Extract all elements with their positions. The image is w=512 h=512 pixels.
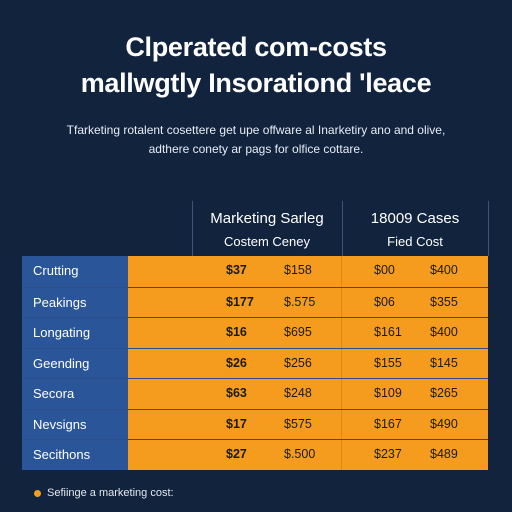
row-values: $27 $.500 $237 $489: [128, 440, 488, 470]
column-group-left-subtitle: Costem Ceney: [224, 234, 310, 249]
row-label: Crutting: [22, 256, 128, 287]
cost-table: Crutting $37 $158 $00 $400 Peakings $177…: [22, 256, 488, 470]
column-divider: [341, 287, 342, 317]
row-values: $16 $695 $161 $400: [128, 318, 488, 348]
column-divider: [341, 409, 342, 439]
table-row: Crutting $37 $158 $00 $400: [22, 256, 488, 287]
cell-value: $.500: [284, 447, 316, 461]
table-row: Secithons $27 $.500 $237 $489: [22, 439, 488, 470]
row-values: $177 $.575 $06 $355: [128, 287, 488, 317]
cell-value: $06: [374, 294, 395, 309]
cell-value: $00: [374, 263, 395, 277]
cell-value: $161: [374, 325, 402, 339]
header-divider-middle: [342, 201, 343, 256]
cell-value: $248: [284, 386, 312, 400]
cell-value: $63: [226, 386, 247, 400]
cell-value: $400: [430, 325, 458, 339]
row-values: $37 $158 $00 $400: [128, 256, 488, 287]
row-label: Peakings: [22, 287, 128, 317]
cell-value: $177: [226, 294, 254, 309]
cell-value: $17: [226, 416, 247, 431]
cell-value: $145: [430, 355, 458, 370]
cell-value: $16: [226, 325, 247, 339]
column-divider: [341, 318, 342, 348]
cell-value: $256: [284, 355, 312, 370]
row-values: $26 $256 $155 $145: [128, 348, 488, 378]
column-group-right-title: 18009 Cases: [370, 210, 460, 227]
header-divider-right: [488, 201, 489, 256]
cell-value: $109: [374, 386, 402, 400]
cell-value: $37: [226, 263, 247, 277]
page-title-line-1: Clperated com-costs: [125, 32, 387, 62]
table-row: Nevsigns $17 $575 $167 $490: [22, 408, 488, 439]
row-label: Secora: [22, 379, 128, 409]
row-label: Nevsigns: [22, 409, 128, 439]
column-group-header-left: Marketing Sarleg Costem Ceney: [192, 201, 342, 256]
cell-value: $355: [430, 294, 458, 309]
page-subtitle-line-2: adthere conety ar pags for olfice cottar…: [148, 142, 364, 156]
cell-value: $400: [430, 263, 458, 277]
cell-value: $575: [284, 416, 312, 431]
cell-value: $158: [284, 263, 312, 277]
table-row: Geending $26 $256 $155 $145: [22, 347, 488, 378]
page-subtitle-line-1: Tfarketing rotalent cosettere get upe of…: [66, 123, 446, 137]
table-row: Secora $63 $248 $109 $265: [22, 378, 488, 409]
column-divider: [341, 256, 342, 287]
column-divider: [341, 379, 342, 409]
row-label: Secithons: [22, 440, 128, 470]
table-row: Longating $16 $695 $161 $400: [22, 317, 488, 348]
cell-value: $.575: [284, 294, 316, 309]
cell-value: $489: [430, 447, 458, 461]
row-values: $17 $575 $167 $490: [128, 409, 488, 439]
footnote: Sefiinge a marketing cost:: [34, 487, 174, 499]
cell-value: $26: [226, 355, 247, 370]
cell-value: $27: [226, 447, 247, 461]
footnote-text: Sefiinge a marketing cost:: [47, 487, 174, 499]
column-divider: [341, 440, 342, 470]
cell-value: $155: [374, 355, 402, 370]
page-title-line-2: mallwgtly Insorationd 'leace: [80, 68, 432, 98]
column-group-left-title: Marketing Sarleg: [210, 210, 324, 227]
bullet-dot-icon: [34, 489, 41, 497]
cell-value: $490: [430, 416, 458, 431]
column-group-header-right: 18009 Cases Fied Cost: [342, 201, 488, 256]
cell-value: $265: [430, 386, 458, 400]
row-label: Longating: [22, 318, 128, 348]
row-label: Geending: [22, 348, 128, 378]
row-values: $63 $248 $109 $265: [128, 379, 488, 409]
cell-value: $237: [374, 447, 402, 461]
table-row: Peakings $177 $.575 $06 $355: [22, 286, 488, 317]
cell-value: $167: [374, 416, 402, 431]
header-divider-left: [192, 201, 193, 256]
cell-value: $695: [284, 325, 312, 339]
column-group-right-subtitle: Fied Cost: [387, 234, 443, 249]
column-divider: [341, 348, 342, 378]
